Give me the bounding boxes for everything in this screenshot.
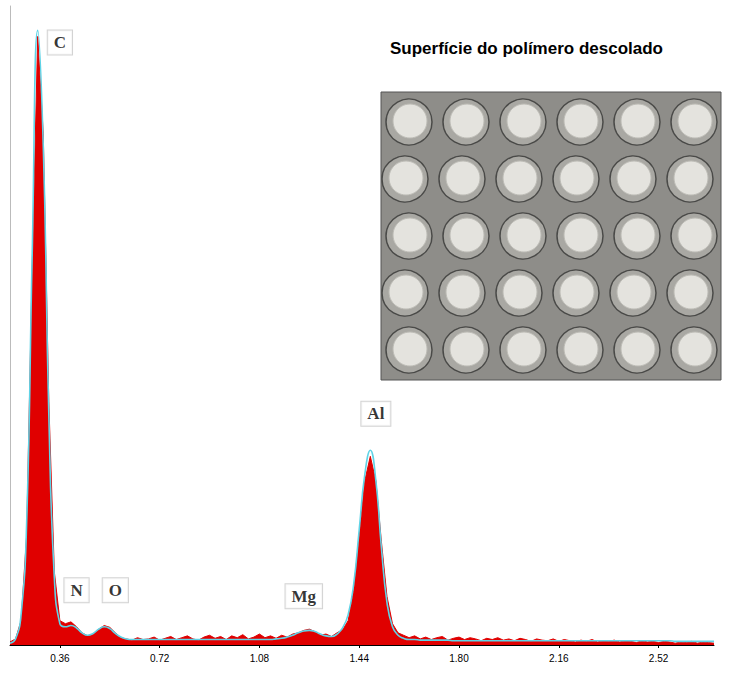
svg-text:1.08: 1.08 bbox=[250, 653, 270, 664]
svg-text:C: C bbox=[54, 33, 66, 52]
svg-text:0.72: 0.72 bbox=[150, 653, 170, 664]
svg-text:N: N bbox=[70, 581, 83, 600]
svg-text:2.16: 2.16 bbox=[549, 653, 569, 664]
svg-text:1.80: 1.80 bbox=[449, 653, 469, 664]
svg-text:Superfície do polímero descola: Superfície do polímero descolado bbox=[390, 39, 663, 58]
svg-text:2.52: 2.52 bbox=[649, 653, 669, 664]
svg-text:Mg: Mg bbox=[292, 587, 317, 606]
svg-text:O: O bbox=[109, 581, 122, 600]
svg-text:0.36: 0.36 bbox=[50, 653, 70, 664]
svg-text:1.44: 1.44 bbox=[349, 653, 369, 664]
svg-text:Al: Al bbox=[367, 404, 384, 423]
